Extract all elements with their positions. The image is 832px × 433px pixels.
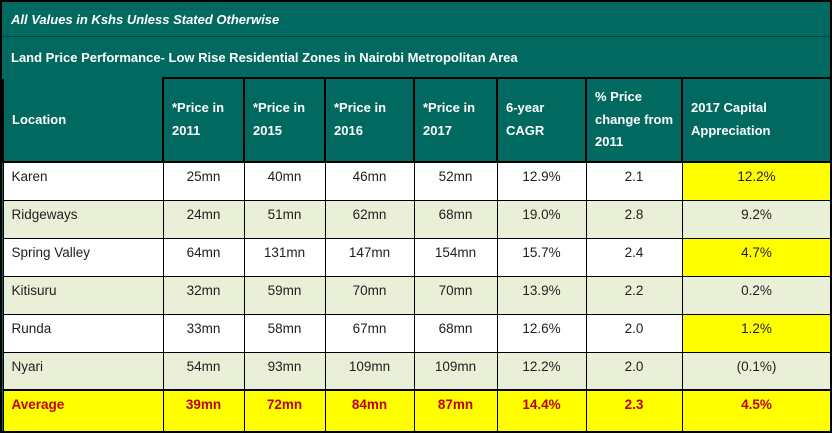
value-cell: 70mn: [413, 275, 498, 315]
column-header-location: Location: [2, 77, 164, 163]
table-row: Karen 25mn 40mn 46mn 52mn 12.9% 2.1 12.2%: [2, 161, 830, 201]
value-cell: 131mn: [243, 237, 326, 277]
value-cell: 93mn: [243, 351, 326, 391]
column-header-price-change: % Price change from 2011: [585, 77, 683, 163]
column-header-price-2017: *Price in 2017: [413, 77, 498, 163]
value-cell: 13.9%: [496, 275, 587, 315]
location-cell: Nyari: [2, 351, 164, 391]
column-header-price-2011: *Price in 2011: [162, 77, 245, 163]
average-price-2011: 39mn: [162, 389, 245, 431]
value-cell: 46mn: [324, 161, 415, 201]
capital-appreciation-cell: 9.2%: [681, 199, 830, 239]
value-cell: 51mn: [243, 199, 326, 239]
table-row: Spring Valley 64mn 131mn 147mn 154mn 15.7% 2.4…: [2, 237, 830, 277]
average-row: Average 39mn 72mn 84mn 87mn 14.4% 2.3 4.…: [2, 389, 830, 431]
value-cell: 109mn: [324, 351, 415, 391]
value-cell: 25mn: [162, 161, 245, 201]
average-price-2016: 84mn: [324, 389, 415, 431]
value-cell: 2.0: [585, 351, 683, 391]
land-price-table: Location *Price in 2011 *Price in 2015 *…: [2, 77, 830, 431]
location-cell: Kitisuru: [2, 275, 164, 315]
column-header-capital-appreciation: 2017 Capital Appreciation: [681, 77, 830, 163]
average-price-2015: 72mn: [243, 389, 326, 431]
average-cagr: 14.4%: [496, 389, 587, 431]
table-row: Kitisuru 32mn 59mn 70mn 70mn 13.9% 2.2 0.2%: [2, 275, 830, 315]
value-cell: 33mn: [162, 313, 245, 353]
column-header-price-2016: *Price in 2016: [324, 77, 415, 163]
value-cell: 15.7%: [496, 237, 587, 277]
value-cell: 109mn: [413, 351, 498, 391]
value-cell: 2.8: [585, 199, 683, 239]
value-cell: 12.9%: [496, 161, 587, 201]
value-cell: 62mn: [324, 199, 415, 239]
value-cell: 64mn: [162, 237, 245, 277]
value-cell: 2.0: [585, 313, 683, 353]
value-cell: 19.0%: [496, 199, 587, 239]
average-price-2017: 87mn: [413, 389, 498, 431]
value-cell: 40mn: [243, 161, 326, 201]
value-cell: 12.2%: [496, 351, 587, 391]
capital-appreciation-cell: (0.1%): [681, 351, 830, 391]
value-cell: 154mn: [413, 237, 498, 277]
location-cell: Karen: [2, 161, 164, 201]
capital-appreciation-cell: 1.2%: [681, 313, 830, 353]
table-body: Karen 25mn 40mn 46mn 52mn 12.9% 2.1 12.2% Ridgew…: [2, 161, 830, 391]
value-cell: 67mn: [324, 313, 415, 353]
value-cell: 68mn: [413, 313, 498, 353]
column-header-price-2015: *Price in 2015: [243, 77, 326, 163]
table-row: Nyari 54mn 93mn 109mn 109mn 12.2% 2.0 (0.1%): [2, 351, 830, 391]
average-label: Average: [2, 389, 164, 431]
average-capital-appreciation: 4.5%: [681, 389, 830, 431]
table-row: Runda 33mn 58mn 67mn 68mn 12.6% 2.0 1.2%: [2, 313, 830, 353]
value-cell: 32mn: [162, 275, 245, 315]
table-row: Ridgeways 24mn 51mn 62mn 68mn 19.0% 2.8 9.2%: [2, 199, 830, 239]
table-title: Land Price Performance- Low Rise Residen…: [11, 49, 518, 65]
value-cell: 147mn: [324, 237, 415, 277]
location-cell: Runda: [2, 313, 164, 353]
value-cell: 52mn: [413, 161, 498, 201]
value-cell: 2.4: [585, 237, 683, 277]
average-price-change: 2.3: [585, 389, 683, 431]
column-header-cagr: 6-year CAGR: [496, 77, 587, 163]
values-unit-note: All Values in Kshs Unless Stated Otherwi…: [2, 2, 830, 37]
capital-appreciation-cell: 12.2%: [681, 161, 830, 201]
value-cell: 68mn: [413, 199, 498, 239]
value-cell: 58mn: [243, 313, 326, 353]
value-cell: 70mn: [324, 275, 415, 315]
capital-appreciation-cell: 4.7%: [681, 237, 830, 277]
value-cell: 12.6%: [496, 313, 587, 353]
value-cell: 54mn: [162, 351, 245, 391]
header-row: Location *Price in 2011 *Price in 2015 *…: [2, 77, 830, 163]
value-cell: 24mn: [162, 199, 245, 239]
value-cell: 59mn: [243, 275, 326, 315]
value-cell: 2.1: [585, 161, 683, 201]
capital-appreciation-cell: 0.2%: [681, 275, 830, 315]
value-cell: 2.2: [585, 275, 683, 315]
location-cell: Spring Valley: [2, 237, 164, 277]
location-cell: Ridgeways: [2, 199, 164, 239]
